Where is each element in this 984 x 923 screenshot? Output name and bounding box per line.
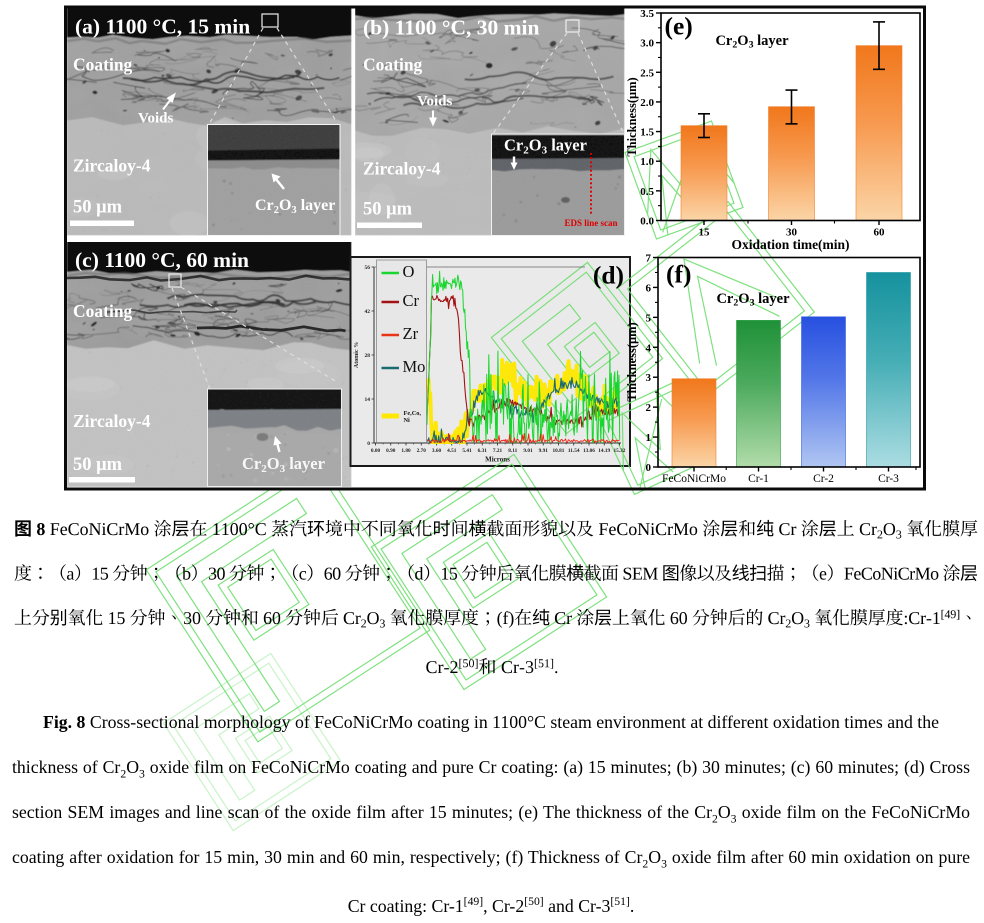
svg-text:2.0: 2.0 xyxy=(640,97,654,109)
svg-text:(c) 1100 °C, 60 min: (c) 1100 °C, 60 min xyxy=(75,248,249,272)
svg-text:14: 14 xyxy=(365,397,371,403)
svg-text:Cr: Cr xyxy=(504,136,523,155)
svg-text:Mo: Mo xyxy=(403,357,426,376)
svg-text:9.01: 9.01 xyxy=(523,448,533,454)
svg-text:28: 28 xyxy=(365,353,371,359)
svg-text:Cr: Cr xyxy=(403,291,420,310)
svg-text:Cr-1: Cr-1 xyxy=(748,473,769,485)
svg-text:Fe,Co,: Fe,Co, xyxy=(404,410,422,417)
svg-text:13.06: 13.06 xyxy=(583,448,595,454)
svg-text:6: 6 xyxy=(646,282,652,294)
svg-text:(b) 1100 °C, 30 min: (b) 1100 °C, 30 min xyxy=(363,16,539,40)
svg-text:2.70: 2.70 xyxy=(417,448,427,454)
svg-text:layer: layer xyxy=(301,197,336,214)
svg-text:Atomic %: Atomic % xyxy=(354,342,360,368)
svg-text:O: O xyxy=(267,454,280,473)
svg-text:O: O xyxy=(279,197,291,214)
svg-text:3: 3 xyxy=(291,205,296,216)
svg-text:Coating: Coating xyxy=(363,55,423,75)
svg-text:50 μm: 50 μm xyxy=(73,198,123,218)
svg-text:1: 1 xyxy=(646,432,652,444)
svg-text:2: 2 xyxy=(646,402,652,414)
svg-text:10.81: 10.81 xyxy=(553,448,565,454)
svg-text:(e): (e) xyxy=(665,12,693,41)
svg-text:0.5: 0.5 xyxy=(640,186,654,198)
svg-text:EDS line scan: EDS line scan xyxy=(565,218,618,228)
svg-text:Zr: Zr xyxy=(403,324,419,343)
svg-text:3: 3 xyxy=(646,372,652,384)
svg-text:42: 42 xyxy=(365,309,371,315)
svg-text:0.90: 0.90 xyxy=(386,448,396,454)
svg-text:O: O xyxy=(403,262,415,281)
svg-text:3: 3 xyxy=(280,463,286,475)
svg-text:0.00: 0.00 xyxy=(371,448,381,454)
svg-text:0.0: 0.0 xyxy=(640,216,654,228)
svg-text:FeCoNiCrMo: FeCoNiCrMo xyxy=(662,473,726,485)
svg-text:Cr-2: Cr-2 xyxy=(813,473,834,485)
svg-text:7.21: 7.21 xyxy=(493,448,503,454)
svg-text:3.60: 3.60 xyxy=(432,448,442,454)
svg-text:1.0: 1.0 xyxy=(640,156,654,168)
svg-text:Thickness(μm): Thickness(μm) xyxy=(625,77,639,156)
svg-text:7: 7 xyxy=(646,253,652,265)
svg-text:Cr2O3 layer: Cr2O3 layer xyxy=(716,291,790,309)
svg-text:Cr2O3 layer: Cr2O3 layer xyxy=(715,33,789,51)
svg-text:0: 0 xyxy=(646,462,652,474)
svg-text:14.19: 14.19 xyxy=(598,448,610,454)
svg-text:Zircaloy-4: Zircaloy-4 xyxy=(73,156,151,176)
svg-text:2: 2 xyxy=(523,145,529,157)
svg-text:56: 56 xyxy=(365,265,371,271)
svg-text:Ni: Ni xyxy=(404,417,411,424)
svg-text:15.32: 15.32 xyxy=(614,448,626,454)
svg-text:50 μm: 50 μm xyxy=(73,455,123,475)
svg-text:4: 4 xyxy=(646,342,652,354)
svg-text:Voids: Voids xyxy=(417,94,452,110)
svg-text:6.31: 6.31 xyxy=(478,448,488,454)
svg-text:Microns: Microns xyxy=(485,456,510,464)
svg-text:Voids: Voids xyxy=(138,111,173,127)
svg-text:2.5: 2.5 xyxy=(640,67,654,79)
svg-text:(a) 1100 °C, 15 min: (a) 1100 °C, 15 min xyxy=(75,15,250,39)
svg-text:Thickness(μm): Thickness(μm) xyxy=(625,322,639,401)
svg-text:O: O xyxy=(529,136,542,155)
svg-text:1.5: 1.5 xyxy=(640,127,654,139)
svg-text:1.80: 1.80 xyxy=(401,448,411,454)
svg-text:Cr: Cr xyxy=(255,197,274,214)
svg-text:4.51: 4.51 xyxy=(447,448,457,454)
svg-text:5: 5 xyxy=(646,312,652,324)
svg-text:Cr-3: Cr-3 xyxy=(878,473,899,485)
svg-text:2: 2 xyxy=(274,205,279,216)
svg-text:3.0: 3.0 xyxy=(640,38,654,50)
svg-text:9.91: 9.91 xyxy=(539,448,549,454)
svg-text:3: 3 xyxy=(542,145,548,157)
svg-text:15: 15 xyxy=(699,227,711,239)
svg-text:11.54: 11.54 xyxy=(568,448,580,454)
svg-text:(f): (f) xyxy=(666,260,691,289)
svg-text:(d): (d) xyxy=(593,261,624,290)
svg-text:5.41: 5.41 xyxy=(462,448,472,454)
svg-text:layer: layer xyxy=(551,136,587,155)
svg-text:50 μm: 50 μm xyxy=(363,200,413,220)
svg-text:60: 60 xyxy=(874,227,886,239)
svg-text:3.5: 3.5 xyxy=(640,8,654,20)
svg-text:2: 2 xyxy=(261,463,267,475)
svg-text:30: 30 xyxy=(786,227,798,239)
svg-text:Coating: Coating xyxy=(73,55,133,75)
svg-text:Cr: Cr xyxy=(242,454,261,473)
svg-text:Oxidation time(min): Oxidation time(min) xyxy=(731,237,849,252)
svg-text:layer: layer xyxy=(289,454,325,473)
svg-text:Zircaloy-4: Zircaloy-4 xyxy=(73,411,151,431)
svg-text:Zircaloy-4: Zircaloy-4 xyxy=(363,159,441,179)
svg-text:8.11: 8.11 xyxy=(508,448,517,454)
svg-text:0: 0 xyxy=(367,441,370,447)
svg-text:Coating: Coating xyxy=(73,301,133,321)
